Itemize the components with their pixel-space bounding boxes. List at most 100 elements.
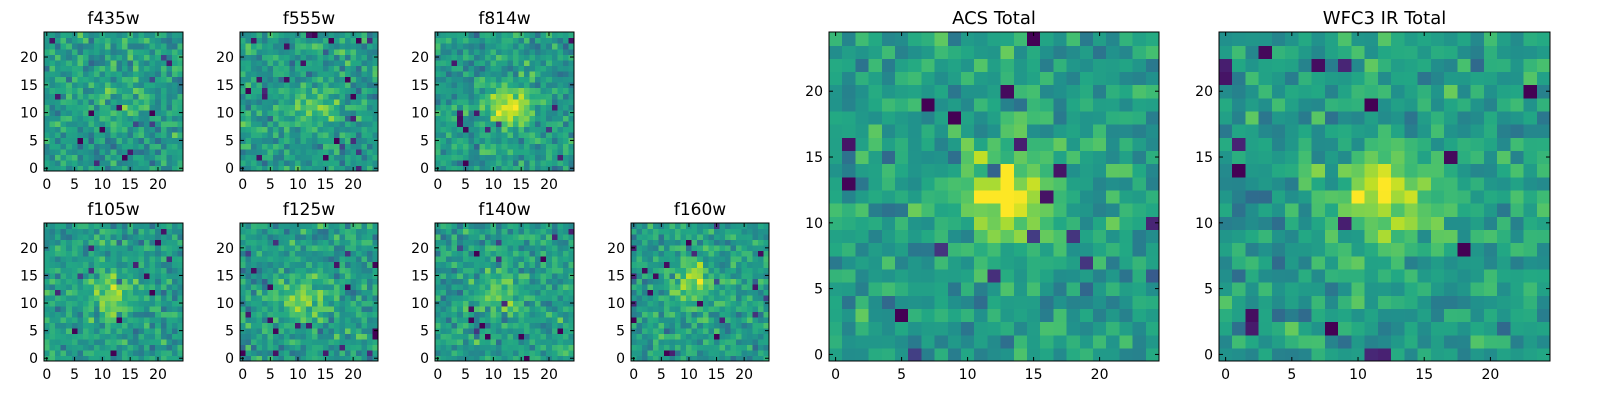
- heatmap-cell: [284, 305, 291, 312]
- heatmap-cell: [328, 327, 335, 334]
- heatmap-cell: [311, 65, 318, 72]
- x-tick-label: 10: [93, 367, 111, 383]
- heatmap-cell: [557, 294, 564, 301]
- heatmap-cell: [473, 267, 481, 274]
- heatmap-cell: [339, 322, 346, 329]
- heatmap-cell: [105, 333, 112, 340]
- heatmap-cell: [295, 327, 302, 334]
- x-tick-label: 5: [266, 367, 275, 383]
- heatmap-cell: [529, 59, 536, 66]
- heatmap-cell: [339, 104, 346, 111]
- heatmap-cell: [501, 115, 508, 122]
- heatmap-cell: [99, 333, 106, 340]
- heatmap-cell: [350, 250, 357, 257]
- heatmap-cell: [55, 120, 62, 128]
- heatmap-cell: [295, 98, 302, 105]
- heatmap-cell: [116, 355, 123, 362]
- heatmap-cell: [462, 311, 469, 318]
- heatmap-cell: [127, 120, 134, 128]
- heatmap-cell: [94, 256, 101, 263]
- heatmap-cell: [1053, 203, 1068, 217]
- panel-title: f160w: [674, 200, 726, 220]
- heatmap-cell: [501, 70, 508, 78]
- heatmap-cell: [121, 132, 128, 139]
- heatmap-cell: [512, 32, 519, 39]
- heatmap-cell: [251, 239, 258, 246]
- heatmap-cell: [278, 126, 285, 133]
- heatmap-cell: [127, 305, 134, 312]
- heatmap-cell: [1066, 255, 1081, 270]
- heatmap-cell: [144, 261, 151, 268]
- heatmap-cell: [339, 272, 346, 279]
- heatmap-cell: [562, 154, 570, 161]
- heatmap-cell: [149, 137, 156, 144]
- heatmap-cell: [440, 37, 447, 44]
- heatmap-cell: [105, 126, 112, 133]
- panel-title: f435w: [87, 9, 139, 29]
- heatmap-cell: [895, 176, 909, 191]
- heatmap-cell: [479, 37, 486, 44]
- heatmap-cell: [328, 355, 335, 362]
- heatmap-cell: [49, 82, 56, 89]
- heatmap-cell: [735, 327, 742, 334]
- heatmap-cell: [435, 59, 442, 66]
- heatmap-cell: [289, 349, 296, 357]
- heatmap-cell: [1093, 242, 1107, 257]
- heatmap-cell: [496, 316, 503, 323]
- heatmap-cell: [664, 333, 671, 340]
- heatmap-cell: [440, 355, 447, 362]
- heatmap-cell: [523, 32, 531, 39]
- heatmap-cell: [440, 333, 447, 340]
- heatmap-cell: [94, 278, 101, 285]
- heatmap-cell: [300, 283, 307, 290]
- heatmap-cell: [132, 333, 140, 340]
- heatmap-cell: [546, 278, 553, 285]
- heatmap-cell: [669, 250, 676, 257]
- heatmap-cell: [251, 300, 258, 307]
- heatmap-cell: [529, 54, 536, 61]
- heatmap-cell: [333, 148, 340, 155]
- heatmap-cell: [144, 54, 151, 61]
- heatmap-cell: [440, 70, 447, 78]
- heatmap-cell: [741, 294, 748, 301]
- heatmap-cell: [177, 37, 184, 44]
- heatmap-cell: [468, 333, 475, 340]
- heatmap-cell: [719, 333, 726, 340]
- x-tick-label: 0: [433, 367, 442, 383]
- heatmap-cell: [77, 311, 84, 318]
- heatmap-cell: [155, 37, 162, 44]
- x-tick-label: 10: [289, 177, 307, 193]
- heatmap-cell: [278, 165, 285, 172]
- heatmap-cell: [300, 104, 307, 111]
- heatmap-cell: [166, 143, 173, 150]
- heatmap-cell: [479, 148, 486, 155]
- heatmap-cell: [138, 87, 145, 94]
- heatmap-cell: [177, 294, 184, 301]
- heatmap-cell: [245, 65, 252, 72]
- heatmap-cell: [568, 59, 575, 66]
- heatmap-cell: [895, 163, 909, 178]
- heatmap-cell: [361, 267, 368, 274]
- heatmap-cell: [116, 32, 123, 39]
- heatmap-cell: [366, 154, 374, 161]
- heatmap-cell: [160, 333, 167, 340]
- heatmap-cell: [317, 165, 324, 172]
- heatmap-cell: [921, 347, 936, 362]
- heatmap-cell: [686, 234, 693, 241]
- heatmap-cell: [132, 87, 140, 94]
- heatmap-cell: [322, 261, 329, 268]
- heatmap-cell: [94, 159, 101, 167]
- heatmap-cell: [99, 316, 106, 323]
- heatmap-cell: [702, 349, 709, 357]
- heatmap-cell: [1000, 242, 1015, 257]
- heatmap-cell: [121, 305, 128, 312]
- heatmap-cell: [177, 43, 184, 50]
- heatmap-cell: [479, 239, 486, 246]
- heatmap-cell: [842, 295, 856, 309]
- heatmap-cell: [82, 159, 90, 167]
- heatmap-cell: [479, 154, 486, 161]
- heatmap-cell: [251, 93, 258, 100]
- heatmap-cell: [245, 228, 252, 235]
- heatmap-cell: [55, 261, 62, 268]
